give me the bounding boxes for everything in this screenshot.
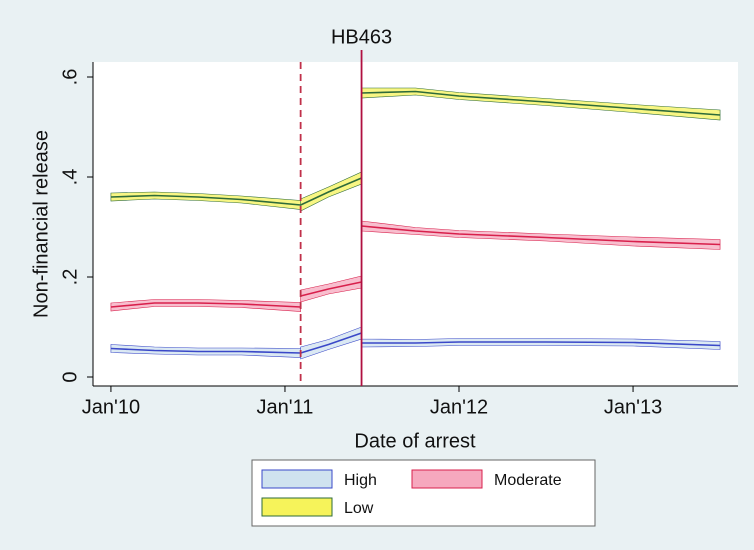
plot-area [93,62,738,386]
x-tick-label: Jan'13 [604,396,662,418]
legend-label: High [344,472,377,489]
x-tick-label: Jan'10 [82,396,140,418]
fit-line [110,332,721,354]
y-tick-label: .2 [59,269,81,286]
y-axis-label: Non-financial release [30,130,52,318]
legend-swatch [261,469,333,489]
x-axis-label: Date of arrest [354,430,476,452]
fit-line [110,225,721,308]
legend-swatch [411,469,483,489]
x-tick-label: Jan'12 [430,396,488,418]
fit-line [110,90,721,206]
x-tick-label: Jan'11 [257,396,314,418]
y-tick-label: .6 [59,69,81,86]
y-tick-label: 0 [59,371,81,382]
legend-label: Low [344,500,374,517]
legend-label: Moderate [494,472,562,489]
y-tick-label: .4 [59,169,81,186]
reference-label: HB463 [331,26,392,48]
legend-swatch [261,497,333,517]
